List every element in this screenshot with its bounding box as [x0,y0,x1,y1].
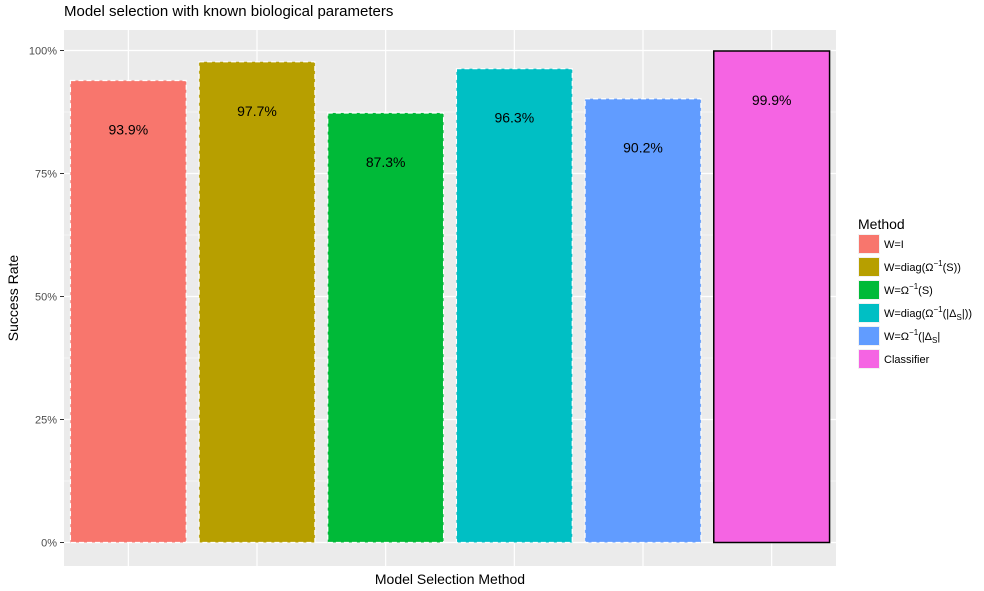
y-tick-label: 25% [35,415,57,427]
legend-label-w-omega-s: W=Ω−1(S) [884,282,933,297]
legend-key-swatch [859,281,879,299]
legend: Method W=I W=diag(Ω−1(S)) W=Ω−1(S) W=dia… [858,216,972,369]
plot-panel [64,30,836,566]
legend-key-swatch [859,304,879,322]
legend-label-w-diag-omega-s: W=diag(Ω−1(S)) [884,259,961,274]
bar-value-label: 96.3% [494,110,534,126]
y-tick-label: 75% [35,169,57,181]
y-axis-label: Success Rate [5,255,21,342]
legend-label-w-i: W=I [884,239,904,251]
bar-value-label: 87.3% [366,154,406,170]
y-tick-label: 50% [35,292,57,304]
bar-value-label: 90.2% [623,140,663,156]
legend-key-swatch [859,350,879,368]
bar [327,112,445,544]
bar [584,98,702,544]
bar [69,79,187,544]
legend-key-swatch [859,327,879,345]
y-tick-label: 100% [29,46,57,58]
chart-title: Model selection with known biological pa… [64,3,393,20]
legend-title: Method [858,216,905,232]
bar-labels: 93.9% 97.7% 87.3% 96.3% 90.2% 99.9% [108,92,791,170]
legend-label-w-diag-omega-delta: W=diag(Ω−1(|ΔS|)) [884,305,972,322]
bar-value-label: 97.7% [237,103,277,119]
bar [713,50,831,544]
legend-key-swatch [859,258,879,276]
bar [198,61,316,544]
bar-value-label: 99.9% [752,92,792,108]
bar [455,68,573,544]
bar-value-label: 93.9% [108,122,148,138]
legend-key-swatch [859,235,879,253]
x-axis-label: Model Selection Method [375,571,525,587]
legend-label-w-omega-delta: W=Ω−1(|ΔS| [884,328,940,345]
y-axis-ticks: 0% 25% 50% 75% 100% [29,46,64,550]
y-tick-label: 0% [41,538,57,550]
legend-label-classifier: Classifier [884,354,930,366]
bars [69,50,831,544]
